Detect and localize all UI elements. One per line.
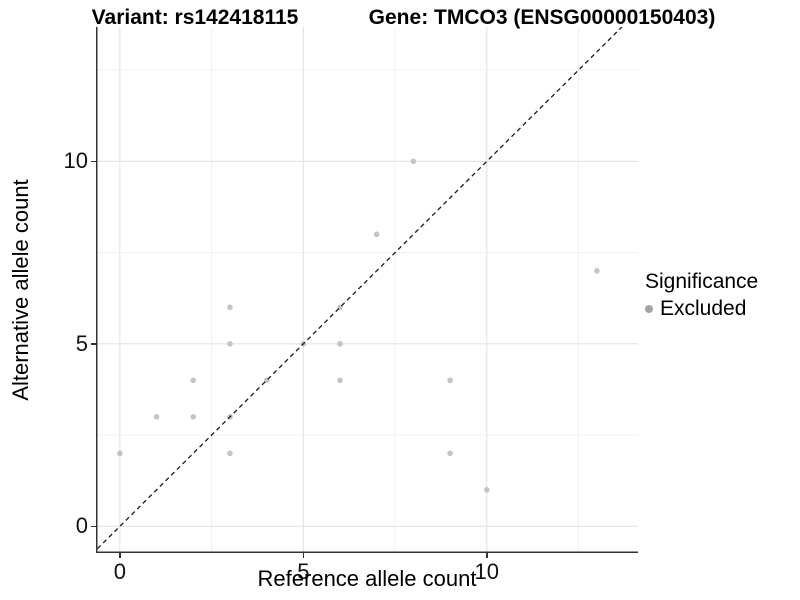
y-tick-label: 0 — [75, 513, 88, 539]
y-tick-mark — [91, 343, 96, 345]
data-point — [190, 377, 197, 384]
plot-canvas — [96, 27, 638, 553]
data-point — [337, 377, 343, 384]
y-tick-mark — [91, 160, 96, 163]
data-point — [227, 341, 233, 347]
data-point — [447, 450, 453, 457]
y-tick-label: 10 — [63, 148, 88, 174]
x-tick-label: 5 — [297, 559, 310, 584]
data-point — [227, 450, 233, 457]
data-point — [227, 304, 233, 311]
legend-item-label: Excluded — [660, 297, 747, 320]
legend-item-excluded: Excluded — [645, 297, 758, 321]
data-point — [373, 231, 380, 238]
y-tick-label: 5 — [75, 330, 88, 356]
variant-title: Variant: rs142418115 — [91, 6, 299, 29]
data-point — [594, 268, 600, 274]
x-tick-mark — [486, 553, 488, 558]
x-tick-mark — [302, 553, 305, 558]
excluded-point-icon — [645, 305, 653, 313]
y-tick-mark — [91, 525, 96, 528]
y-axis-title: Alternative allele count — [8, 179, 33, 401]
x-tick-mark — [119, 553, 121, 558]
legend: Significance Excluded — [645, 270, 758, 321]
x-tick-label: 10 — [474, 559, 500, 584]
data-point — [153, 414, 160, 420]
data-point — [117, 450, 123, 457]
identity-line — [96, 27, 623, 551]
data-point — [190, 414, 197, 420]
data-point — [447, 377, 453, 384]
x-axis-title: Reference allele count — [257, 566, 477, 591]
legend-title: Significance — [645, 270, 759, 293]
data-point — [337, 341, 343, 347]
data-point — [484, 487, 490, 493]
data-point — [410, 158, 417, 165]
x-tick-label: 0 — [113, 559, 126, 584]
plot-panel — [96, 27, 638, 553]
gene-title: Gene: TMCO3 (ENSG00000150403) — [368, 6, 716, 29]
